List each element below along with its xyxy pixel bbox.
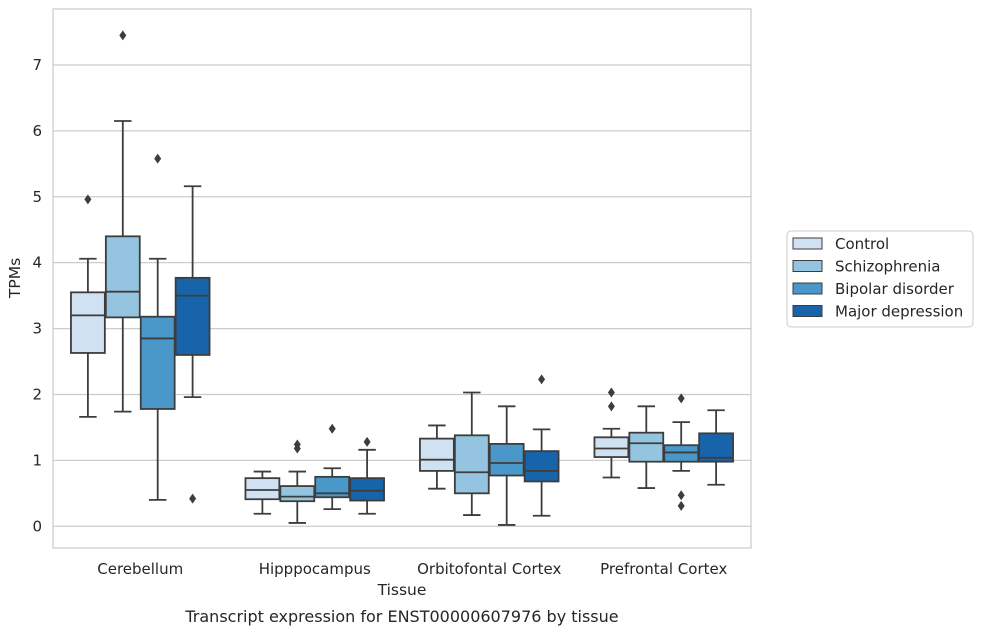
y-tick-label: 3 — [32, 320, 42, 338]
legend-swatch — [792, 237, 823, 250]
legend-frame — [786, 230, 974, 328]
y-tick-labels: 0 1 2 3 4 5 6 7 — [32, 56, 42, 535]
outlier-point — [607, 401, 615, 412]
y-tick-label: 5 — [32, 188, 42, 206]
box — [453, 434, 490, 495]
box-group — [593, 387, 630, 479]
x-tick-labels: Cerebellum Hipppocampus Orbitofontal Corte… — [97, 560, 727, 578]
legend-swatch — [792, 305, 823, 317]
outlier-point — [328, 423, 336, 434]
box — [523, 450, 560, 483]
y-tick-label: 6 — [32, 122, 42, 140]
box-group — [453, 391, 490, 516]
chart-caption: Transcript expression for ENST0000060797… — [184, 607, 618, 626]
box — [419, 437, 455, 472]
box-group — [628, 405, 665, 489]
outlier-point — [293, 439, 301, 450]
outlier-point — [538, 374, 546, 385]
x-tick-label: Prefrontal Cortex — [600, 560, 727, 578]
box-group — [698, 409, 734, 486]
box — [628, 431, 665, 463]
box-group — [174, 185, 211, 504]
box — [593, 436, 630, 458]
y-tick-label: 7 — [32, 56, 42, 74]
legend-label: Bipolar disorder — [835, 280, 955, 298]
box — [663, 444, 700, 463]
box-group — [70, 194, 106, 418]
box-group — [104, 30, 141, 413]
outlier-point — [154, 153, 162, 164]
box-group — [488, 405, 525, 526]
outlier-point — [677, 393, 685, 404]
box-group — [279, 439, 316, 524]
box-group — [244, 470, 281, 515]
y-axis-label: TPMs — [6, 258, 24, 299]
boxes — [70, 30, 734, 526]
x-axis-label: Tissue — [377, 581, 427, 599]
x-tick-label: Cerebellum — [97, 560, 183, 578]
box-group — [314, 423, 351, 511]
y-tick-label: 1 — [32, 451, 42, 469]
y-tick-label: 4 — [32, 254, 42, 272]
box-group — [523, 374, 560, 517]
box — [279, 485, 316, 503]
box — [349, 477, 385, 502]
box — [314, 475, 351, 499]
box — [488, 442, 525, 477]
y-tick-label: 0 — [32, 517, 42, 535]
box-group — [349, 436, 385, 515]
box — [174, 276, 211, 356]
outlier-point — [677, 500, 685, 511]
box — [104, 235, 141, 319]
outlier-point — [607, 387, 615, 398]
legend-items: Control Schizophrenia Bipolar disorder Majo… — [792, 235, 963, 321]
box-group — [419, 424, 455, 490]
x-tick-label: Hipppocampus — [259, 560, 371, 578]
outlier-point — [84, 194, 92, 205]
y-tick-label: 2 — [32, 385, 42, 403]
outlier-point — [363, 436, 371, 447]
outlier-point — [119, 30, 127, 41]
outlier-point — [189, 493, 197, 504]
legend-label: Control — [835, 235, 889, 253]
legend-label: Schizophrenia — [835, 258, 940, 276]
legend-swatch — [792, 260, 823, 272]
legend-label: Major depression — [835, 303, 963, 321]
box — [139, 315, 176, 410]
box-group — [139, 153, 176, 501]
box — [70, 291, 106, 354]
x-tick-label: Orbitofontal Cortex — [417, 560, 561, 578]
legend: Control Schizophrenia Bipolar disorder Majo… — [786, 230, 974, 328]
outlier-point — [677, 490, 685, 501]
box-group — [663, 393, 700, 511]
box — [244, 477, 281, 501]
legend-swatch — [792, 282, 823, 295]
